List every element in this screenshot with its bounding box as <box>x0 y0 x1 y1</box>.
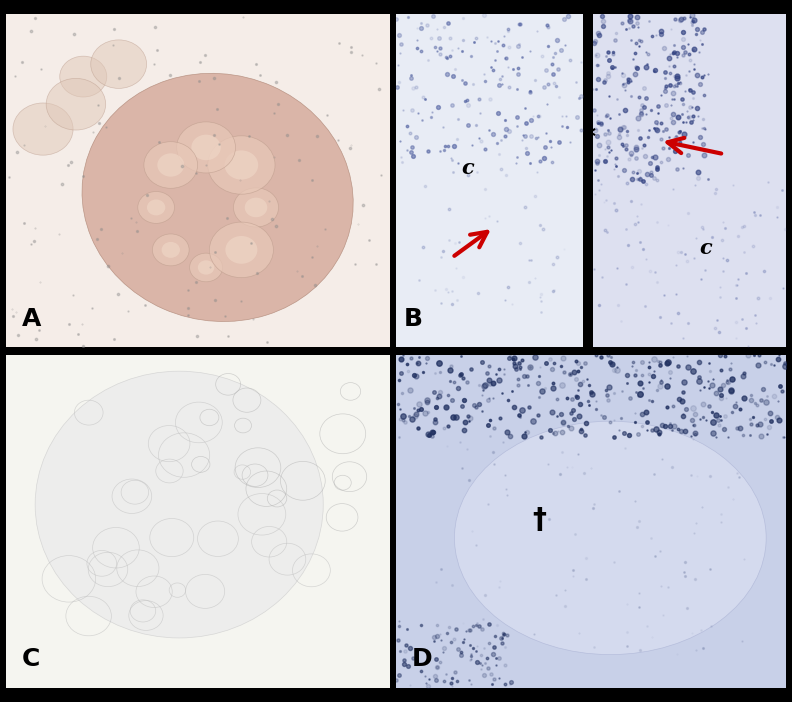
Text: †: † <box>532 506 546 534</box>
Text: B: B <box>403 307 422 331</box>
Circle shape <box>59 56 107 97</box>
Ellipse shape <box>455 421 766 654</box>
Circle shape <box>209 222 273 278</box>
Circle shape <box>162 242 180 258</box>
Circle shape <box>192 135 221 160</box>
Circle shape <box>245 198 267 217</box>
Text: *: * <box>582 126 596 150</box>
Circle shape <box>138 192 174 223</box>
Circle shape <box>91 40 147 88</box>
Circle shape <box>152 234 189 266</box>
Text: c: c <box>462 158 474 178</box>
Text: c: c <box>699 238 712 258</box>
Circle shape <box>158 153 185 177</box>
Text: D: D <box>412 647 432 671</box>
Circle shape <box>225 150 258 180</box>
Circle shape <box>46 79 105 130</box>
Circle shape <box>147 199 166 216</box>
Text: A: A <box>21 307 41 331</box>
Circle shape <box>189 253 223 282</box>
Ellipse shape <box>35 371 323 638</box>
Ellipse shape <box>82 73 353 322</box>
Circle shape <box>13 103 73 155</box>
Text: C: C <box>21 647 40 671</box>
Circle shape <box>144 142 198 188</box>
Circle shape <box>208 135 275 194</box>
Circle shape <box>234 188 279 227</box>
Circle shape <box>226 236 257 264</box>
Circle shape <box>177 122 235 173</box>
Circle shape <box>198 260 215 274</box>
